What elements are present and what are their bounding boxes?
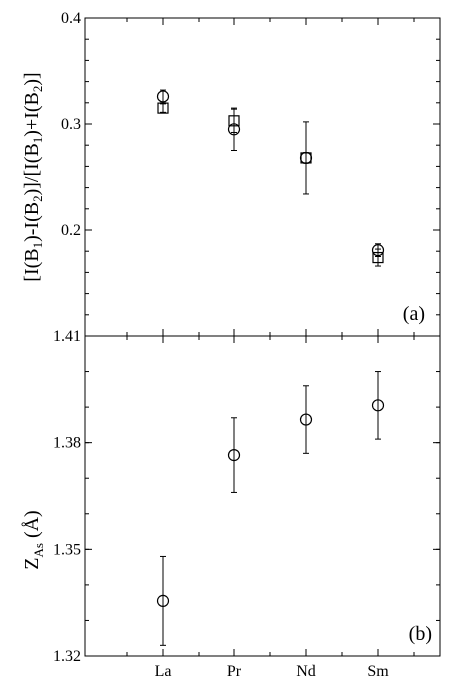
panel-b-frame [84,335,441,657]
data-point-circle [156,594,170,607]
x-category-label: Sm [367,663,389,680]
x-category-labels: La Pr Nd Sm [155,663,390,680]
panel-b: 1.41 1.38 1.35 1.32 (b) ZAs (Å) [21,328,441,665]
panel-a-y-axis-title: [I(B1)-I(B2)]/[I(B1)+I(B2)] [21,72,45,281]
y-tick-label: 0.4 [61,10,81,27]
y-tick-label: 0.3 [61,116,81,133]
panel-b-y-axis-title: ZAs (Å) [21,510,46,569]
panel-b-label: (b) [409,623,432,645]
panel-a: 0.4 0.3 0.2 (a) [I(B1)-I(B2)]/[I(B1)+I(B2)… [21,10,441,337]
panel-a-marks [156,89,385,267]
data-point-square [300,152,312,164]
y-tick-label: 1.41 [53,328,81,345]
data-point-circle [299,413,313,426]
y-tick-label: 0.2 [61,222,81,239]
x-category-label: La [155,663,172,680]
data-point-circle [371,399,385,412]
data-point-square [228,115,240,127]
y-tick-label: 1.38 [53,435,81,452]
panel-a-axes: 0.4 0.3 0.2 [61,10,440,337]
y-tick-label: 1.32 [53,648,81,665]
x-category-label: Nd [296,663,316,680]
panel-a-label: (a) [403,303,425,325]
y-tick-label: 1.35 [53,541,81,558]
panel-a-frame [84,17,441,337]
panel-b-marks [156,371,385,646]
data-point-circle [227,449,241,462]
data-point-square [372,251,384,264]
panel-b-axes: 1.41 1.38 1.35 1.32 [53,328,440,665]
data-point-circle [156,90,170,103]
data-point-square [157,102,169,114]
x-category-label: Pr [227,663,242,680]
